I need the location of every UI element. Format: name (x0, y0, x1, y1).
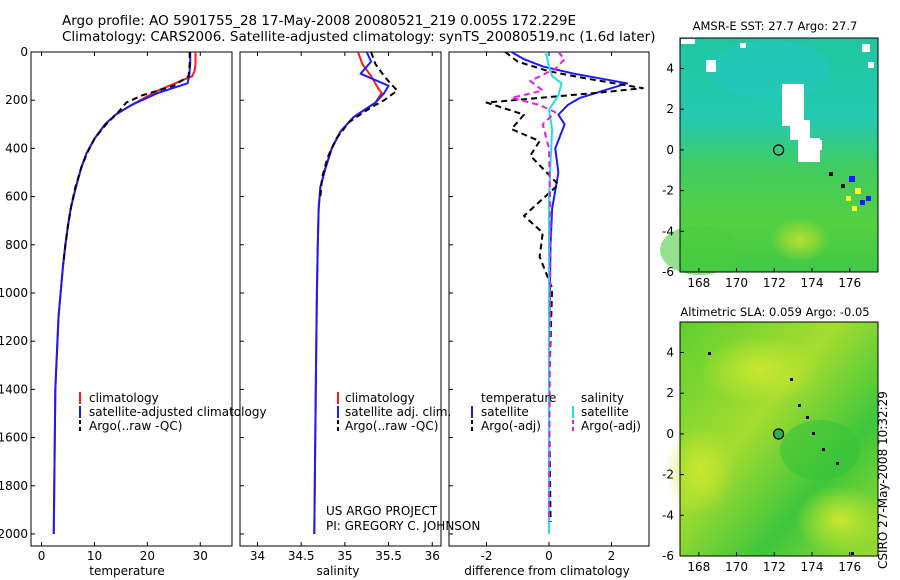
x-tick-label: -2 (481, 549, 493, 563)
series-argo-raw-qc- (62, 52, 191, 265)
map-x-tick-label: 168 (687, 276, 710, 290)
x-tick-label: 30 (193, 549, 208, 563)
map-y-tick-label: -2 (662, 468, 674, 482)
series-climatology (52, 52, 197, 534)
sst-coastline-dots (829, 172, 871, 211)
pi-credit: PI: GREGORY C. JOHNSON (326, 519, 480, 533)
legend-climatology: climatology (89, 391, 159, 405)
sst-map-panel: AMSR-E SST: 27.7 Argo: 27.7 168 1 (660, 19, 879, 290)
series-temperature-argo-adj- (485, 51, 644, 522)
sal-legend-satellite: satellite adj. clim. (345, 405, 451, 419)
y-tick-label: 400 (5, 141, 28, 155)
map-x-tick-label: 176 (838, 560, 861, 574)
x-tick-label: 35 (337, 549, 352, 563)
y-tick-label: 600 (5, 190, 28, 204)
y-tick-label: 2000 (0, 527, 28, 541)
diff-legend-temp-argo: Argo(-adj) (481, 419, 541, 433)
x-tick-label: 34.5 (288, 549, 315, 563)
sst-map-frame (679, 37, 879, 273)
y-tick-label: 1000 (0, 286, 28, 300)
map-y-tick-label: 2 (666, 386, 674, 400)
difference-legend: temperature satellite Argo(-adj) salinit… (471, 391, 641, 433)
map-y-tick-label: 2 (666, 102, 674, 116)
map-x-tick-label: 170 (725, 560, 748, 574)
temperature-axes-frame (30, 51, 233, 547)
sla-coastline-dots (708, 352, 854, 555)
legend-argo: Argo(..raw -QC) (89, 419, 182, 433)
x-tick-label: 0 (38, 549, 46, 563)
temperature-xlabel: temperature (89, 564, 164, 578)
temperature-panel: 0 200 400 600 800 1000 1200 1400 1600 1800 2000 0 1… (0, 45, 267, 578)
sla-argo-location-marker (773, 428, 785, 440)
diff-legend-salinity: salinity (581, 391, 624, 405)
sla-map-frame (679, 321, 879, 557)
diff-legend-sal-argo: Argo(-adj) (581, 419, 641, 433)
sst-missing-data (681, 39, 874, 162)
map-x-tick-label: 172 (763, 560, 786, 574)
map-y-tick-label: 4 (666, 62, 674, 76)
y-tick-label: 0 (20, 45, 28, 59)
diff-legend-sal-satellite: satellite (581, 405, 629, 419)
salinity-xlabel: salinity (316, 564, 359, 578)
x-tick-label: 10 (87, 549, 102, 563)
difference-panel: -2 0 2 difference from climatology tempera… (448, 51, 650, 578)
map-x-tick-label: 170 (725, 276, 748, 290)
y-tick-label: 200 (5, 93, 28, 107)
difference-xlabel: difference from climatology (464, 564, 630, 578)
x-tick-label: 0 (545, 549, 553, 563)
series-temperature-satellite (510, 51, 629, 534)
title-line-2: Climatology: CARS2006. Satellite-adjuste… (62, 29, 656, 45)
map-x-tick-label: 176 (838, 276, 861, 290)
series-salinity-satellite (544, 51, 563, 534)
y-tick-label: 1800 (0, 479, 28, 493)
salinity-legend: climatology satellite adj. clim. Argo(..… (337, 391, 451, 433)
figure-title: Argo profile: AO 5901755_28 17-May-2008 … (62, 13, 655, 45)
y-tick-label: 1200 (0, 334, 28, 348)
sst-argo-location-marker (773, 144, 785, 156)
series-satellite-adj-clim- (313, 51, 390, 534)
map-x-tick-label: 172 (763, 276, 786, 290)
x-tick-label: 35.5 (375, 549, 402, 563)
map-y-tick-label: 4 (666, 346, 674, 360)
x-tick-label: 34 (250, 549, 265, 563)
project-credit: US ARGO PROJECT (326, 504, 438, 518)
diff-legend-temp-satellite: satellite (481, 405, 529, 419)
sla-map-title: Altimetric SLA: 0.059 Argo: -0.05 (680, 305, 869, 319)
diff-legend-temperature: temperature (481, 391, 556, 405)
x-tick-label: 36 (425, 549, 440, 563)
x-tick-label: 2 (608, 549, 616, 563)
x-tick-label: 20 (140, 549, 155, 563)
map-y-tick-label: -4 (662, 508, 674, 522)
sla-map-panel: Altimetric SLA: 0.059 Argo: -0.05 168 170… (662, 305, 885, 574)
series-argo-raw-qc- (319, 51, 399, 197)
y-tick-label: 1400 (0, 382, 28, 396)
map-y-tick-label: -6 (662, 265, 674, 279)
sst-map-title: AMSR-E SST: 27.7 Argo: 27.7 (693, 19, 858, 33)
salinity-panel: 34 34.5 35 35.5 36 salinity climatology sate… (239, 51, 480, 578)
side-stamp: CSIRO 27-May-2008 10:32:29 (876, 391, 890, 569)
map-y-tick-label: -2 (662, 184, 674, 198)
temperature-legend: climatology satellite-adjusted climatolo… (79, 391, 267, 433)
map-y-tick-label: 0 (666, 427, 674, 441)
map-x-tick-label: 174 (801, 276, 824, 290)
legend-satellite-adjusted: satellite-adjusted climatology (89, 405, 267, 419)
sal-legend-argo: Argo(..raw -QC) (345, 419, 438, 433)
map-y-tick-label: 0 (666, 143, 674, 157)
map-y-tick-label: -6 (662, 549, 674, 563)
map-x-tick-label: 174 (801, 560, 824, 574)
series-salinity-argo-adj- (510, 51, 566, 522)
salinity-axes-frame (239, 51, 442, 547)
map-x-tick-label: 168 (687, 560, 710, 574)
series-satellite-adjusted-climatology (52, 52, 192, 534)
y-tick-label: 800 (5, 238, 28, 252)
sal-legend-climatology: climatology (345, 391, 415, 405)
title-line-1: Argo profile: AO 5901755_28 17-May-2008 … (62, 13, 577, 29)
y-tick-label: 1600 (0, 431, 28, 445)
map-y-tick-label: -4 (662, 224, 674, 238)
